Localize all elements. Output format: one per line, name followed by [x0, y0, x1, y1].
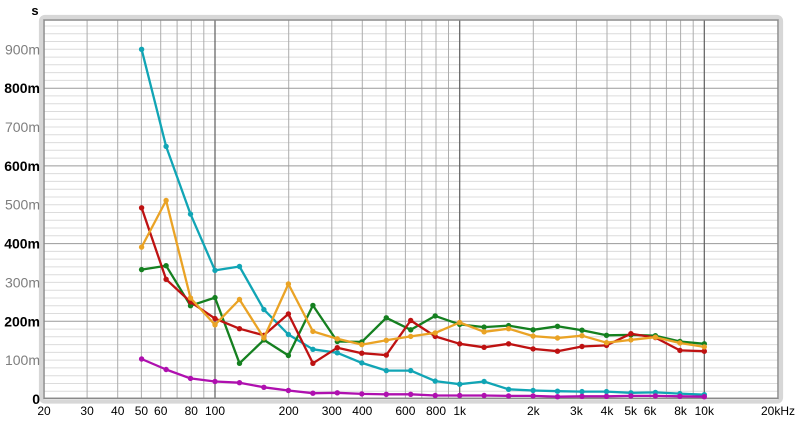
svg-text:5k: 5k: [624, 404, 638, 418]
svg-text:30: 30: [80, 404, 94, 418]
svg-text:600m: 600m: [4, 158, 40, 174]
svg-text:100: 100: [205, 404, 225, 418]
svg-text:1k: 1k: [453, 404, 467, 418]
svg-text:100m: 100m: [5, 352, 40, 368]
svg-text:200m: 200m: [4, 313, 40, 329]
svg-text:8k: 8k: [674, 404, 688, 418]
svg-text:300m: 300m: [5, 274, 40, 290]
svg-text:2k: 2k: [527, 404, 541, 418]
svg-text:600: 600: [395, 404, 415, 418]
svg-text:500m: 500m: [5, 197, 40, 213]
svg-text:20kHz: 20kHz: [761, 404, 795, 418]
svg-text:200: 200: [279, 404, 299, 418]
svg-text:300: 300: [322, 404, 342, 418]
svg-text:s: s: [31, 3, 38, 18]
svg-text:0: 0: [32, 391, 40, 407]
svg-text:700m: 700m: [5, 119, 40, 135]
svg-text:10k: 10k: [695, 404, 715, 418]
svg-text:6k: 6k: [644, 404, 658, 418]
svg-text:80: 80: [185, 404, 199, 418]
svg-text:800: 800: [426, 404, 446, 418]
svg-text:400: 400: [352, 404, 372, 418]
svg-text:40: 40: [111, 404, 125, 418]
svg-text:4k: 4k: [601, 404, 615, 418]
svg-text:20: 20: [37, 404, 51, 418]
svg-text:800m: 800m: [4, 80, 40, 96]
svg-text:50: 50: [135, 404, 149, 418]
svg-text:60: 60: [154, 404, 168, 418]
svg-text:400m: 400m: [4, 236, 40, 252]
svg-text:900m: 900m: [5, 41, 40, 57]
svg-text:3k: 3k: [570, 404, 584, 418]
